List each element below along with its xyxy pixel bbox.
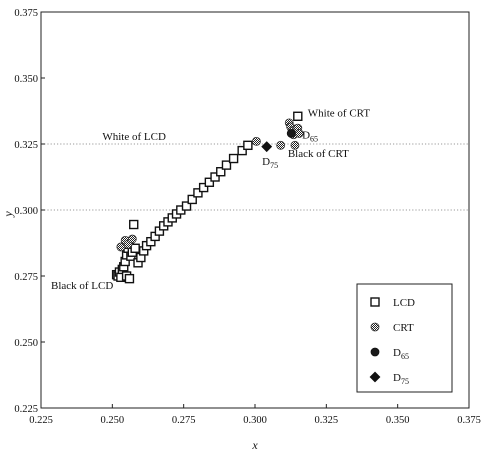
series-d65 — [287, 129, 295, 137]
x-tick-label: 0.350 — [386, 415, 410, 426]
y-tick-label: 0.300 — [14, 206, 38, 217]
legend-label: CRT — [393, 322, 414, 334]
x-tick-label: 0.225 — [29, 415, 53, 426]
annotations: White of LCD White of CRT Black of CRT Blac… — [51, 107, 370, 292]
y-tick-label: 0.375 — [14, 8, 38, 19]
x-axis-ticks: 0.225 0.250 0.275 0.300 0.325 0.350 0.375 — [29, 404, 481, 426]
y-tick-label: 0.275 — [14, 272, 38, 283]
legend-label: LCD — [393, 297, 415, 309]
y-tick-label: 0.350 — [14, 74, 38, 85]
d75-point — [262, 142, 272, 152]
legend-marker — [371, 298, 379, 306]
crt-point — [252, 137, 260, 145]
annotation-white-lcd: White of LCD — [102, 131, 166, 143]
x-tick-label: 0.250 — [101, 415, 125, 426]
annotation-black-crt: Black of CRT — [288, 148, 349, 160]
lcd-point — [125, 275, 133, 283]
lcd-point — [130, 221, 138, 229]
x-tick-label: 0.375 — [457, 415, 481, 426]
lcd-point — [294, 112, 302, 120]
crt-point — [277, 141, 285, 149]
x-tick-label: 0.275 — [172, 415, 196, 426]
lcd-point — [244, 141, 252, 149]
x-tick-label: 0.300 — [243, 415, 267, 426]
x-axis-title: x — [251, 438, 258, 452]
lcd-point — [131, 244, 139, 252]
y-axis-ticks: 0.225 0.250 0.275 0.300 0.325 0.350 0.375 — [14, 8, 45, 415]
x-tick-label: 0.325 — [315, 415, 339, 426]
annotation-white-crt: White of CRT — [308, 107, 371, 119]
y-axis-title: y — [1, 211, 15, 218]
annotation-black-lcd: Black of LCD — [51, 280, 113, 292]
legend-marker — [371, 348, 379, 356]
legend-marker — [371, 323, 379, 331]
lcd-point — [230, 155, 238, 163]
series-d75 — [262, 142, 272, 152]
y-tick-label: 0.250 — [14, 338, 38, 349]
annotation-d75: D75 — [262, 156, 278, 170]
y-tick-label: 0.225 — [14, 404, 38, 415]
annotation-d65: D65 — [302, 130, 318, 144]
crt-point — [128, 235, 136, 243]
d65-point — [287, 129, 295, 137]
y-tick-label: 0.325 — [14, 140, 38, 151]
gridlines — [41, 144, 469, 210]
